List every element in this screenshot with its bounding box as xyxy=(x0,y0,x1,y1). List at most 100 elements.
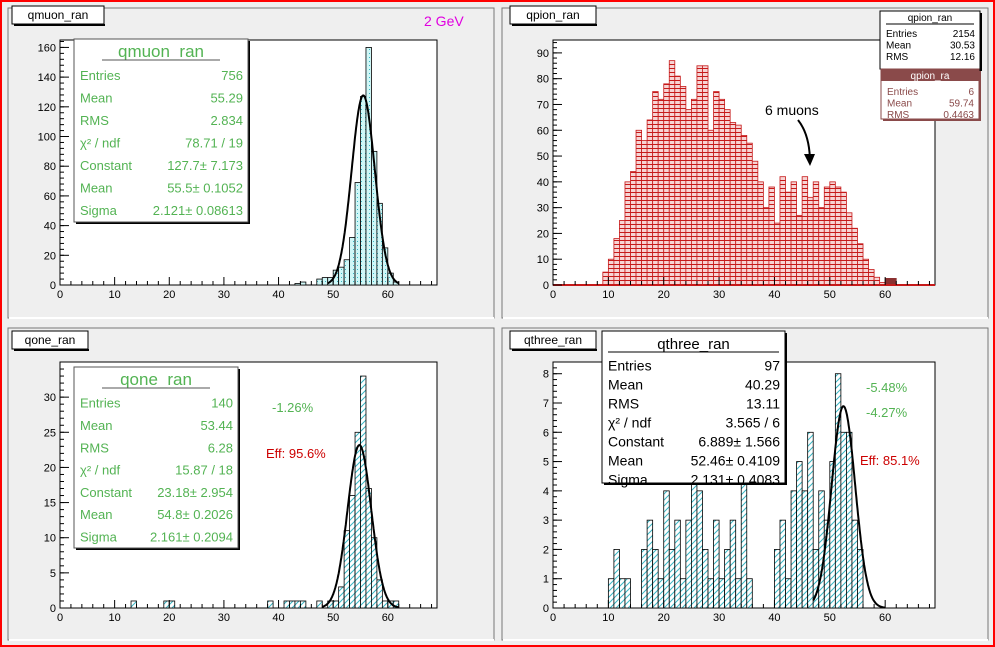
stats-row-label: RMS xyxy=(608,396,639,412)
hist-bar xyxy=(735,124,742,286)
hist-bar xyxy=(624,578,631,609)
hist-bar xyxy=(294,283,301,286)
hist-bar xyxy=(724,109,731,286)
hist-bar xyxy=(316,600,323,609)
hist-bar xyxy=(321,277,329,286)
hist-bar xyxy=(668,60,676,286)
stats-box-qone_ran: qone_ran Entries 140 Mean 53.44 RMS 6.28 χ² / n… xyxy=(73,366,240,550)
stats-row-label: RMS xyxy=(887,110,910,121)
x-tick-label: 50 xyxy=(327,612,339,624)
y-tick-label: 60 xyxy=(44,191,56,203)
hist-bar xyxy=(646,519,654,609)
histogram-title: qmuon_ran xyxy=(28,8,89,22)
hist-bar xyxy=(790,181,797,286)
stats-box-qpion_ran: qpion_ran Entries 2154 Mean 30.53 RMS 12.16 xyxy=(879,10,982,71)
y-tick-label: 5 xyxy=(50,568,56,580)
hist-bar xyxy=(740,135,748,286)
stats-box xyxy=(73,366,239,549)
hist-bar xyxy=(130,600,137,609)
hist-bar xyxy=(635,129,642,286)
histogram-title: qone_ran xyxy=(25,333,76,347)
stats-row-label: Mean xyxy=(80,180,113,195)
histogram-title: qpion_ran xyxy=(526,8,579,22)
hist-bar xyxy=(790,490,797,609)
x-tick-label: 50 xyxy=(327,289,339,301)
hist-bar xyxy=(846,431,853,609)
hist-bar xyxy=(663,490,670,609)
stats-row-value: 2.131± 0.4083 xyxy=(691,472,781,488)
hist-bar xyxy=(707,129,714,286)
x-tick-label: 20 xyxy=(163,612,175,624)
qthree-eff-label: Eff: 85.1% xyxy=(860,453,920,468)
stats-row-label: Sigma xyxy=(80,203,118,218)
hist-bar xyxy=(718,98,726,286)
hist-bar xyxy=(785,578,792,609)
stats-row-label: RMS xyxy=(80,440,109,455)
hist-bar xyxy=(360,375,367,609)
stats-box xyxy=(879,10,981,70)
stats-row-value: 13.11 xyxy=(746,396,780,412)
hist-bar xyxy=(602,271,609,286)
hist-bar xyxy=(829,181,836,286)
hist-bar xyxy=(283,600,290,609)
stats-row-label: Entries xyxy=(886,29,917,40)
qthree-shift2-label: -4.27% xyxy=(866,405,908,420)
y-tick-label: 80 xyxy=(44,161,56,173)
stats-row-value: 54.8± 0.2026 xyxy=(157,507,233,522)
hist-bar xyxy=(834,186,842,286)
stats-row-value: 55.5± 0.1052 xyxy=(167,180,243,195)
hist-bar xyxy=(300,600,307,609)
stats-row-value: 3.565 / 6 xyxy=(726,415,781,431)
y-tick-label: 0 xyxy=(50,603,56,615)
hist-bar xyxy=(624,181,631,286)
stats-title: qpion_ra xyxy=(911,71,950,82)
hist-bar xyxy=(696,65,703,286)
y-tick-label: 100 xyxy=(38,132,56,144)
stats-title-band xyxy=(881,69,979,81)
hist-bar xyxy=(267,600,274,609)
qone-shift-label: -1.26% xyxy=(272,400,314,415)
stats-row-value: 23.18± 2.954 xyxy=(157,485,233,500)
hist-bar xyxy=(607,578,615,609)
stats-row-value: 6.28 xyxy=(208,440,233,455)
hist-bar xyxy=(751,160,759,286)
x-tick-label: 40 xyxy=(272,289,284,301)
hist-bar xyxy=(657,98,665,286)
energy-label: 2 GeV xyxy=(424,13,464,29)
hist-bar xyxy=(349,237,356,286)
x-tick-label: 0 xyxy=(550,289,556,301)
hist-bar xyxy=(818,207,825,286)
hist-bar xyxy=(652,549,659,609)
hist-bar xyxy=(846,212,853,286)
hist-bar xyxy=(746,578,753,609)
stats-row-label: Constant xyxy=(80,158,132,173)
hist-bar xyxy=(735,578,742,609)
stats-row-value: 59.74 xyxy=(949,98,974,109)
y-tick-label: 80 xyxy=(537,74,549,86)
y-tick-label: 6 xyxy=(543,427,549,439)
hist-bar xyxy=(801,176,809,286)
hist-bar xyxy=(613,549,620,609)
hist-bar xyxy=(663,83,670,286)
hist-bar xyxy=(713,519,720,609)
hist-bar xyxy=(300,281,307,286)
hist-bar xyxy=(796,214,803,286)
hist-bar xyxy=(674,75,681,286)
x-tick-label: 40 xyxy=(272,612,284,624)
stats-title: qone_ran xyxy=(120,370,192,389)
y-tick-label: 7 xyxy=(543,398,549,410)
x-tick-label: 40 xyxy=(768,289,780,301)
x-tick-label: 40 xyxy=(768,612,780,624)
gaussian-fit-curve xyxy=(322,444,399,609)
hist-bar xyxy=(812,181,820,286)
hist-bar xyxy=(851,227,858,286)
hist-bar xyxy=(834,373,842,609)
hist-bar xyxy=(376,579,383,609)
x-tick-label: 30 xyxy=(713,289,725,301)
hist-bar xyxy=(607,258,615,286)
hist-bar xyxy=(851,519,858,609)
hist-bar xyxy=(685,109,692,286)
hist-bar xyxy=(338,586,345,609)
y-tick-label: 40 xyxy=(537,177,549,189)
y-tick-label: 3 xyxy=(543,515,549,527)
